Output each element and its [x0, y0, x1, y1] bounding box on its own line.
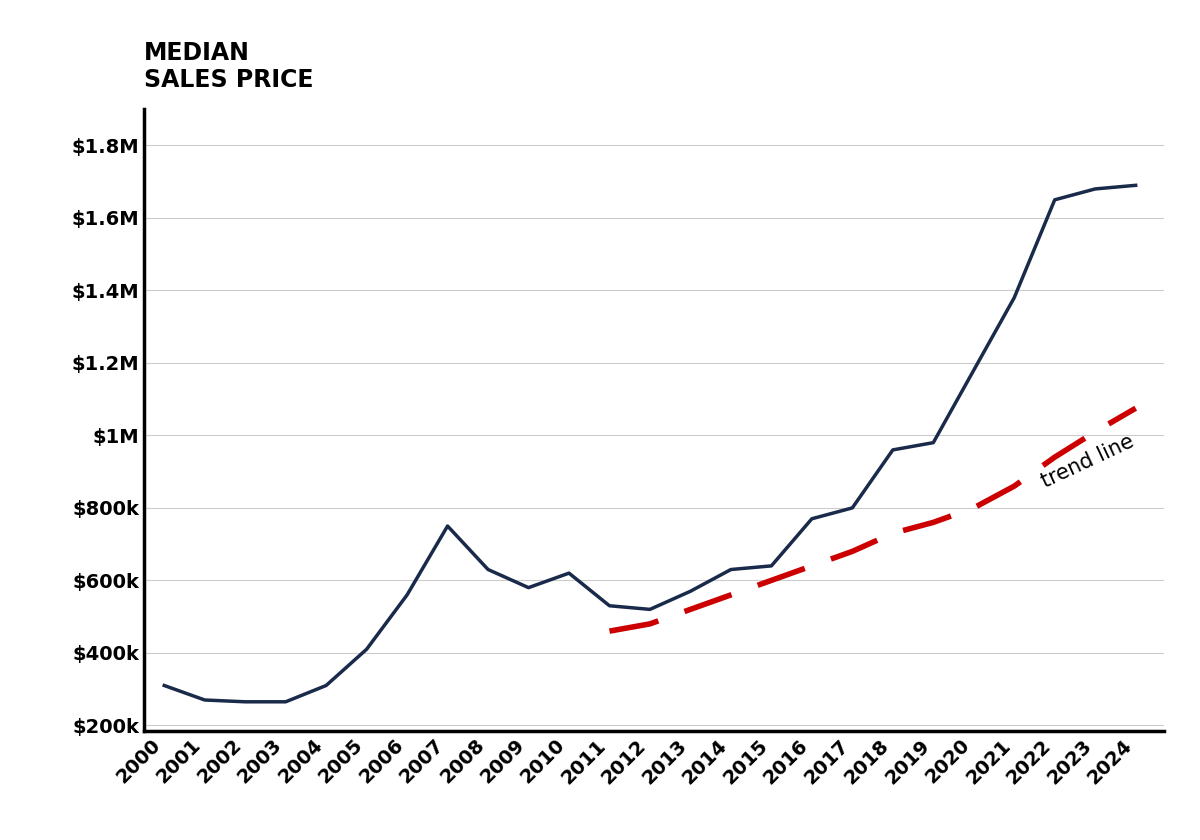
Text: trend line: trend line: [1038, 432, 1138, 492]
Text: MEDIAN
SALES PRICE: MEDIAN SALES PRICE: [144, 40, 313, 92]
